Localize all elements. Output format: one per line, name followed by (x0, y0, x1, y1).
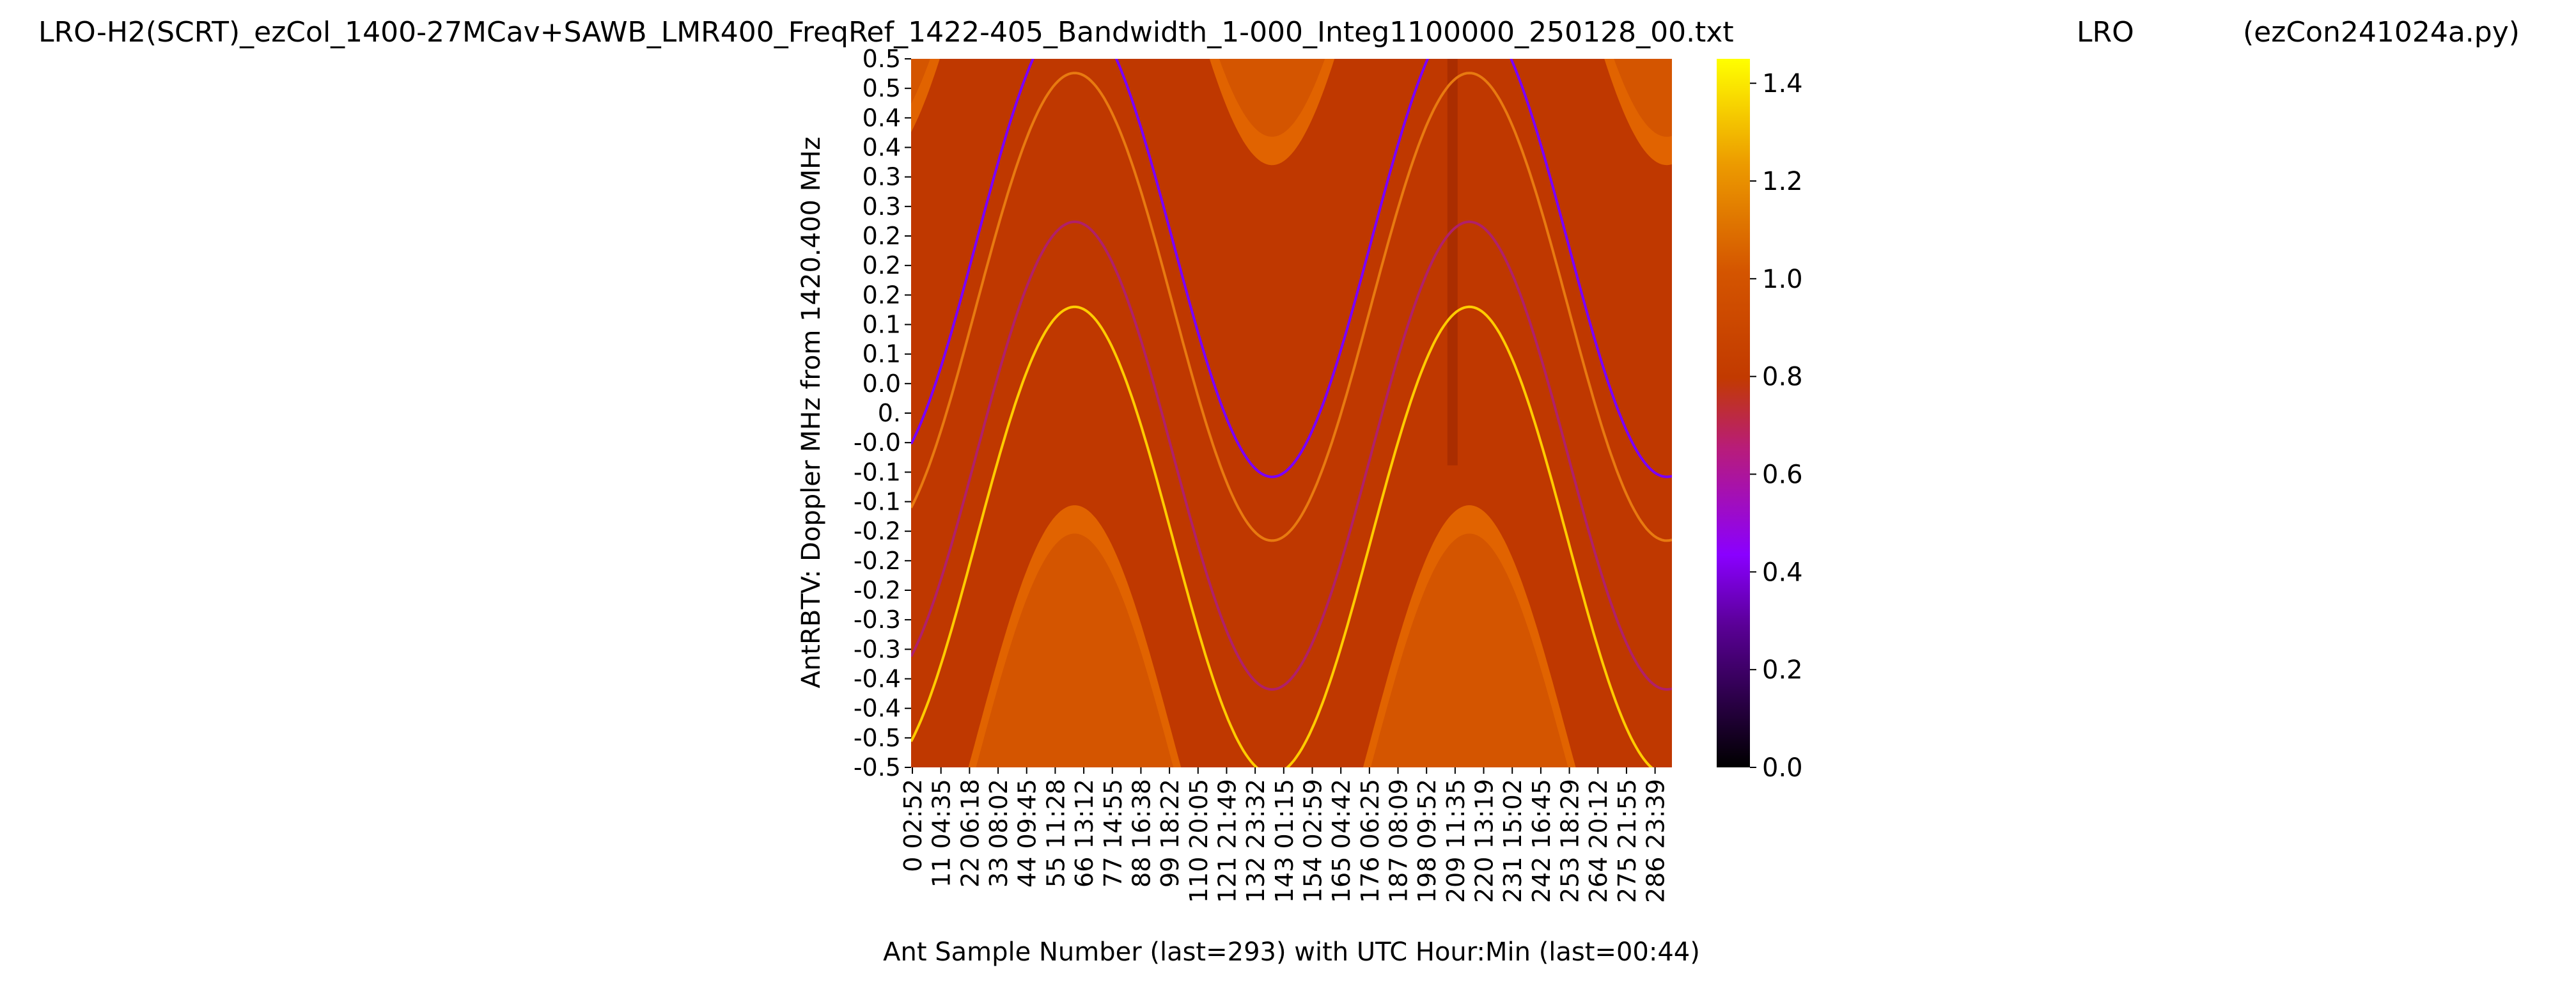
y-tick-label: 0.1 (863, 311, 901, 339)
spectral-line-1 (911, 59, 1672, 478)
colorbar-tick-label: 0.2 (1762, 655, 1803, 685)
y-tick-label: 0.4 (863, 134, 901, 162)
x-tick-label: 88 16:38 (1127, 779, 1155, 888)
y-tick-label: -0.2 (854, 517, 901, 545)
spectral-line-2 (911, 72, 1672, 542)
y-tick-label: -0.1 (854, 488, 901, 516)
y-tick-label: -0.1 (854, 458, 901, 486)
x-tick-label: 264 20:12 (1584, 779, 1612, 903)
x-tick-label: 253 18:29 (1556, 779, 1584, 903)
x-tick-label: 286 23:39 (1642, 779, 1670, 903)
y-tick-label: 0.2 (863, 281, 901, 309)
y-tick-label: 0. (878, 399, 901, 427)
spectral-line-4 (911, 305, 1653, 767)
x-tick-label: 22 06:18 (956, 779, 984, 888)
x-tick-label: 11 04:35 (928, 779, 956, 888)
y-tick-label: 0.2 (863, 251, 901, 279)
y-tick-label: -0.3 (854, 635, 901, 663)
x-tick-label: 154 02:59 (1299, 779, 1327, 903)
x-tick-label: 220 13:19 (1471, 779, 1499, 903)
y-tick-label: 0.2 (863, 222, 901, 250)
y-tick-label: -0.5 (854, 724, 901, 752)
x-tick-label: 187 08:09 (1385, 779, 1413, 903)
x-axis: 0 02:52 11 04:35 22 06:18 33 08:02 44 09:45 5… (899, 767, 1670, 903)
x-tick-label: 44 09:45 (1013, 779, 1042, 888)
x-tick-label: 77 14:55 (1099, 779, 1127, 888)
y-tick-label: -0.2 (854, 547, 901, 575)
y-tick-label: 0.5 (863, 45, 901, 73)
y-tick-label: 0.1 (863, 340, 901, 368)
colorbar-tick-label: 0.4 (1762, 558, 1803, 587)
x-tick-label: 143 01:15 (1270, 779, 1299, 903)
y-tick-label: -0.4 (854, 665, 901, 693)
x-tick-label: 110 20:05 (1185, 779, 1213, 903)
x-tick-label: 165 04:42 (1327, 779, 1355, 903)
x-tick-label: 132 23:32 (1242, 779, 1270, 903)
chart-title-right: (ezCon241024a.py) (2243, 16, 2520, 49)
signal-band (911, 59, 1672, 767)
x-tick-label: 231 15:02 (1499, 779, 1527, 903)
y-axis: 0.50.50.40.40.30.30.20.20.20.10.10.00.-0… (854, 45, 911, 781)
discontinuity-stripe (1447, 59, 1458, 466)
x-tick-label: 0 02:52 (899, 779, 927, 872)
x-tick-label: 275 21:55 (1613, 779, 1641, 903)
y-tick-label: -0.2 (854, 576, 901, 604)
y-tick-label: -0.5 (854, 753, 901, 781)
x-tick-label: 209 11:35 (1442, 779, 1470, 903)
y-tick-label: 0.3 (863, 163, 901, 191)
colorbar-tick-label: 1.4 (1762, 69, 1803, 98)
y-tick-label: 0.5 (863, 74, 901, 102)
spectral-line-3 (911, 220, 1672, 691)
colorbar-tick-label: 0.8 (1762, 363, 1803, 392)
x-tick-label: 66 13:12 (1070, 779, 1098, 888)
x-tick-label: 33 08:02 (985, 779, 1013, 888)
y-tick-label: 0.0 (863, 370, 901, 398)
colorbar-gradient (1717, 59, 1750, 767)
y-axis-label: AntRBTV: Doppler MHz from 1420.400 MHz (797, 137, 826, 689)
colorbar-tick-label: 0.0 (1762, 753, 1803, 783)
y-tick-label: -0.3 (854, 606, 901, 634)
x-tick-label: 176 06:25 (1356, 779, 1384, 903)
x-axis-label: Ant Sample Number (last=293) with UTC Ho… (883, 937, 1700, 967)
colorbar-tick-label: 1.2 (1762, 167, 1803, 196)
heatmap-plot-area (911, 59, 1672, 767)
x-tick-label: 242 16:45 (1527, 779, 1556, 903)
x-tick-label: 198 09:52 (1413, 779, 1441, 903)
x-tick-label: 55 11:28 (1042, 779, 1070, 888)
colorbar-tick-label: 1.0 (1762, 265, 1803, 294)
x-tick-label: 121 21:49 (1214, 779, 1242, 903)
y-tick-label: -0.0 (854, 428, 901, 457)
colorbar: 0.0 0.2 0.4 0.6 0.8 1.0 1.2 1.4 (1717, 59, 1803, 783)
y-tick-label: 0.4 (863, 104, 901, 132)
chart-title-mid: LRO (2077, 16, 2134, 49)
chart-title: LRO-H2(SCRT)_ezCol_1400-27MCav+SAWB_LMR4… (38, 16, 1734, 49)
colorbar-tick-label: 0.6 (1762, 460, 1803, 490)
x-tick-label: 99 18:22 (1156, 779, 1184, 888)
y-tick-label: 0.3 (863, 192, 901, 221)
y-tick-label: -0.4 (854, 694, 901, 723)
